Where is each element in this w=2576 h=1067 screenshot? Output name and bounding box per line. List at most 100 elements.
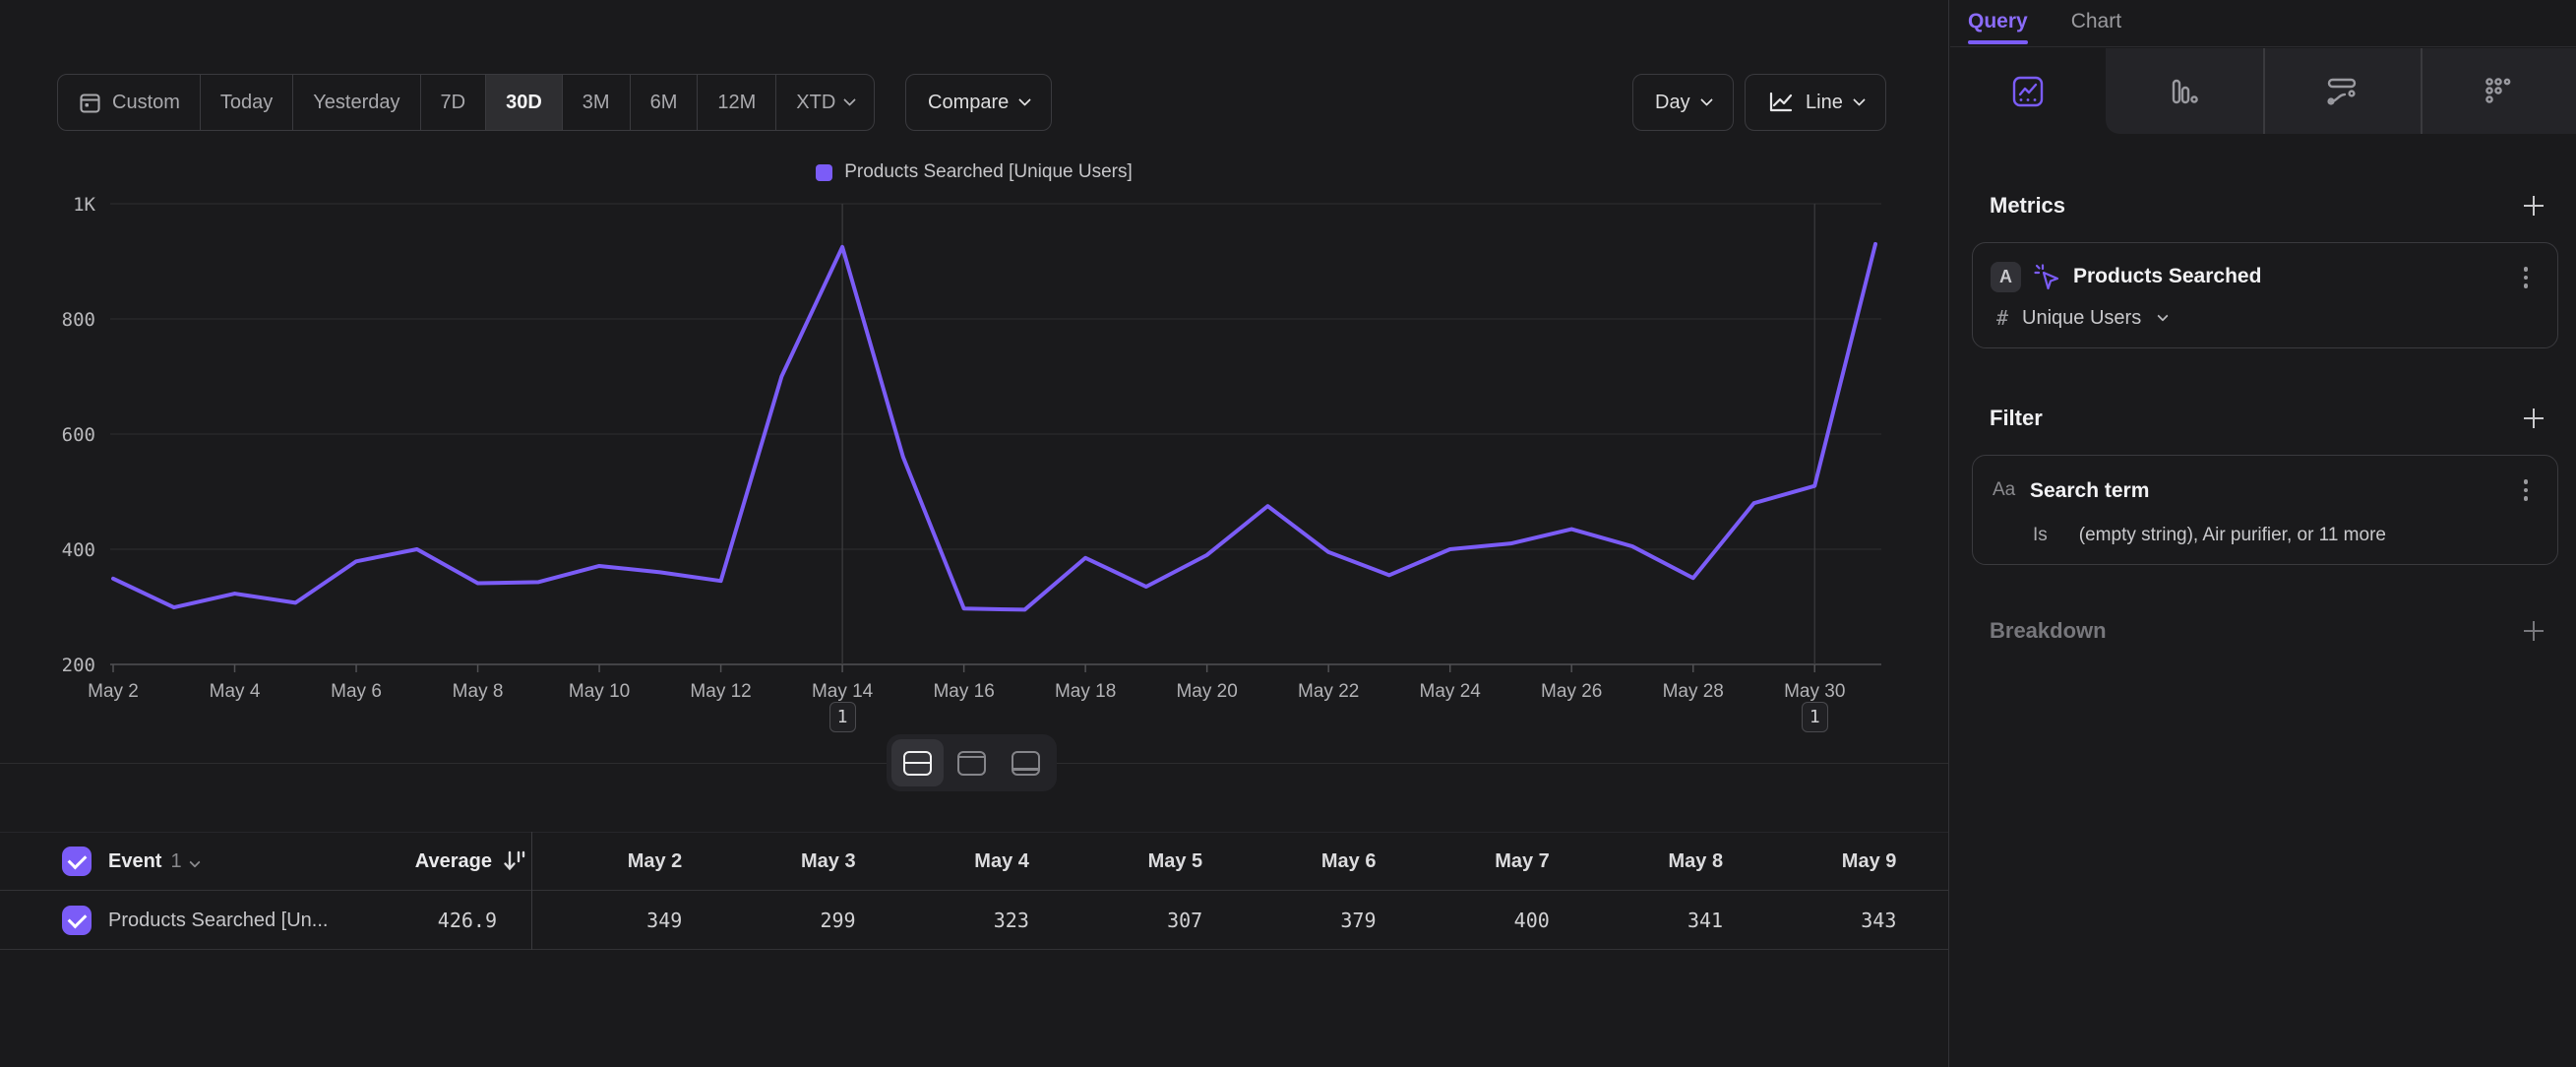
- svg-text:May 24: May 24: [1420, 681, 1482, 702]
- retention-icon: [2482, 75, 2515, 108]
- aggregation-label: Unique Users: [2022, 307, 2141, 330]
- filter-heading: Filter: [1990, 406, 2043, 431]
- svg-text:May 10: May 10: [569, 681, 630, 702]
- metric-options-menu[interactable]: [2514, 265, 2538, 290]
- report-type-tabs: [1950, 48, 2576, 134]
- layout-table-only-button[interactable]: [1000, 739, 1052, 786]
- event-count: 1: [170, 832, 181, 891]
- svg-text:May 2: May 2: [88, 681, 139, 702]
- svg-text:May 4: May 4: [210, 681, 261, 702]
- svg-text:400: 400: [62, 539, 95, 561]
- metric-letter-badge: A: [1991, 262, 2021, 292]
- chevron-down-icon: [189, 856, 200, 867]
- layout-split-button[interactable]: [891, 739, 944, 786]
- svg-text:600: 600: [62, 424, 95, 446]
- row-checkbox[interactable]: [62, 906, 92, 935]
- svg-text:May 14: May 14: [812, 681, 874, 702]
- date-column-headers: May 2May 3May 4May 5May 6May 7May 8May 9: [509, 832, 1896, 891]
- report-tab-insights[interactable]: [1950, 48, 2106, 134]
- layout-toggle-group: [887, 734, 1057, 791]
- svg-text:May 18: May 18: [1055, 681, 1116, 702]
- results-table: Event 1 Average May 2May 3May 4May 5May …: [0, 832, 1948, 950]
- hash-icon: #: [1996, 306, 2008, 330]
- svg-text:1K: 1K: [73, 194, 95, 216]
- row-average-value: 426.9: [295, 891, 497, 950]
- date-column-header[interactable]: May 5: [1029, 832, 1202, 891]
- column-divider: [531, 832, 532, 950]
- split-view-icon: [903, 751, 932, 776]
- add-filter-button[interactable]: [2521, 406, 2546, 431]
- add-breakdown-button[interactable]: [2521, 618, 2546, 644]
- date-column-header[interactable]: May 6: [1202, 832, 1376, 891]
- filter-card[interactable]: Aa Search term Is (empty string), Air pu…: [1972, 455, 2558, 565]
- breakdown-section-header: Breakdown: [1990, 618, 2546, 644]
- svg-text:May 16: May 16: [933, 681, 994, 702]
- tab-query-label: Query: [1968, 10, 2028, 32]
- svg-text:May 12: May 12: [690, 681, 751, 702]
- chart-view-icon: [957, 751, 986, 776]
- date-column-header[interactable]: May 9: [1723, 832, 1896, 891]
- value-cell: 323: [856, 891, 1029, 950]
- panel-tab-bar: Query Chart: [1950, 0, 2576, 47]
- date-column-header[interactable]: May 7: [1376, 832, 1549, 891]
- svg-text:May 30: May 30: [1784, 681, 1845, 702]
- chevron-down-icon: [2158, 310, 2169, 321]
- value-cell: 379: [1202, 891, 1376, 950]
- metric-card[interactable]: A Products Searched # Unique Users: [1972, 242, 2558, 348]
- report-tab-flows[interactable]: [2264, 48, 2420, 134]
- svg-text:May 28: May 28: [1663, 681, 1724, 702]
- value-cell: 341: [1550, 891, 1723, 950]
- date-column-header[interactable]: May 4: [856, 832, 1029, 891]
- filter-value: (empty string), Air purifier, or 11 more: [2079, 525, 2386, 546]
- filter-options-menu[interactable]: [2514, 477, 2538, 503]
- breakdown-heading: Breakdown: [1990, 618, 2107, 644]
- tab-chart[interactable]: Chart: [2071, 0, 2121, 46]
- filter-section-header: Filter: [1990, 406, 2546, 431]
- svg-text:May 22: May 22: [1298, 681, 1359, 702]
- string-property-icon: Aa: [1993, 479, 2015, 501]
- event-column-header[interactable]: Event 1: [108, 832, 199, 891]
- filter-property-name[interactable]: Search term: [2030, 479, 2149, 503]
- line-chart[interactable]: 1K 800 600 400 200 May 2 May 4 May 6 May 8 May 10…: [0, 0, 1948, 797]
- date-value-cells: 349299323307379400341343: [509, 891, 1896, 950]
- report-main-area: CustomTodayYesterday7D30D3M6M12MXTD Comp…: [0, 0, 1949, 1067]
- table-view-icon: [1012, 751, 1040, 776]
- svg-text:800: 800: [62, 309, 95, 331]
- flows-icon: [2324, 75, 2360, 108]
- table-header-row: Event 1 Average May 2May 3May 4May 5May …: [0, 832, 1948, 891]
- tab-query[interactable]: Query: [1968, 0, 2028, 46]
- value-cell: 307: [1029, 891, 1202, 950]
- table-row: Products Searched [Un... 426.9 349299323…: [0, 891, 1948, 950]
- svg-text:May 8: May 8: [453, 681, 504, 702]
- value-cell: 343: [1723, 891, 1896, 950]
- value-cell: 299: [682, 891, 855, 950]
- filter-operator: Is: [2033, 525, 2048, 546]
- annotation-badge[interactable]: 1: [1802, 702, 1828, 732]
- svg-text:May 26: May 26: [1541, 681, 1602, 702]
- metrics-heading: Metrics: [1990, 193, 2065, 219]
- average-column-header[interactable]: Average: [295, 832, 492, 891]
- annotation-badge[interactable]: 1: [829, 702, 856, 732]
- select-all-checkbox[interactable]: [62, 847, 92, 876]
- date-column-header[interactable]: May 8: [1550, 832, 1723, 891]
- date-column-header[interactable]: May 3: [682, 832, 855, 891]
- insights-icon: [2011, 75, 2045, 108]
- funnels-icon: [2168, 75, 2201, 108]
- svg-text:May 20: May 20: [1176, 681, 1237, 702]
- svg-text:May 6: May 6: [331, 681, 382, 702]
- filter-condition[interactable]: Is (empty string), Air purifier, or 11 m…: [2033, 525, 2386, 546]
- report-tab-funnels[interactable]: [2107, 48, 2262, 134]
- add-metric-button[interactable]: [2521, 193, 2546, 219]
- metrics-section-header: Metrics: [1990, 193, 2546, 219]
- value-cell: 349: [509, 891, 682, 950]
- aggregation-selector[interactable]: # Unique Users: [1996, 306, 2167, 330]
- metric-event-name[interactable]: Products Searched: [2073, 265, 2261, 288]
- date-column-header[interactable]: May 2: [509, 832, 682, 891]
- layout-chart-only-button[interactable]: [946, 739, 998, 786]
- value-cell: 400: [1376, 891, 1549, 950]
- event-header-label: Event: [108, 832, 161, 891]
- tab-chart-label: Chart: [2071, 10, 2121, 32]
- svg-text:200: 200: [62, 655, 95, 676]
- event-click-icon: [2032, 262, 2063, 293]
- report-tab-retention[interactable]: [2421, 48, 2576, 134]
